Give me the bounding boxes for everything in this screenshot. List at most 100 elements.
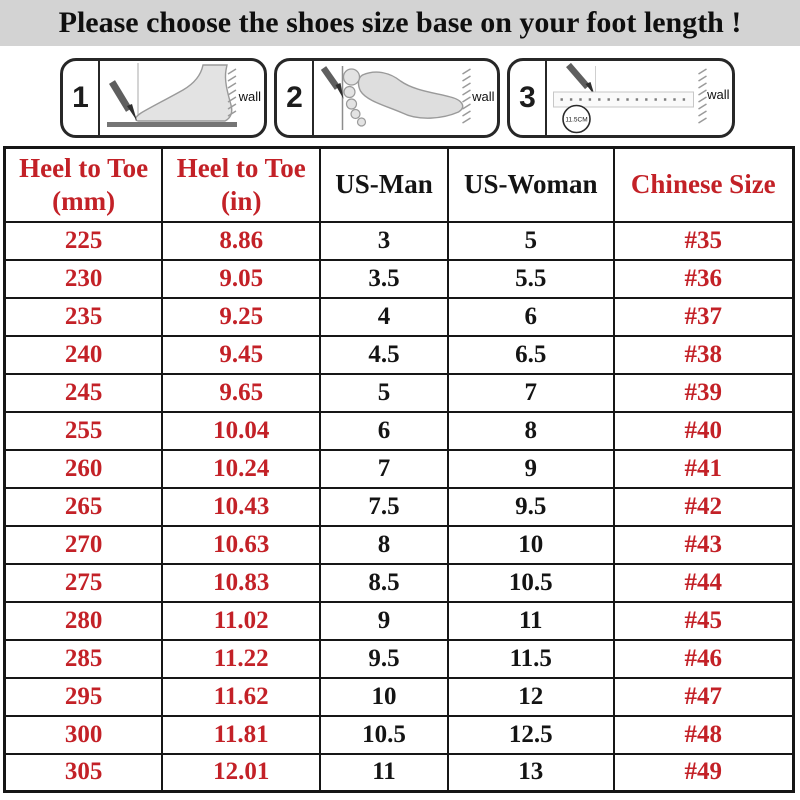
toe xyxy=(343,85,356,99)
header-chinese-size: Chinese Size xyxy=(612,146,795,223)
size-table-body: 225 8.86 3 5 #35 230 9.05 3.5 5.5 #36 235 9.25 4 6 #37… xyxy=(3,220,795,793)
cell-us_man: 3.5 xyxy=(319,258,449,299)
toe xyxy=(345,98,358,110)
header-heel-to-toe-mm: Heel to Toe (mm) xyxy=(3,146,164,223)
table-row: 230 9.05 3.5 5.5 #36 xyxy=(3,258,795,299)
header-label: Heel to Toe xyxy=(19,152,149,183)
cell-mm: 300 xyxy=(3,714,164,755)
cell-mm: 260 xyxy=(3,448,164,489)
pencil-icon xyxy=(566,62,590,90)
cell-us_man: 4.5 xyxy=(319,334,449,375)
cell-mm: 280 xyxy=(3,600,164,641)
ruler-icon: 11.5CM wall xyxy=(553,62,730,134)
wall-label: wall xyxy=(238,89,262,104)
footprint-icon: wall xyxy=(320,66,495,130)
wall-label: wall xyxy=(471,89,495,104)
toe xyxy=(350,108,361,120)
cell-cn: #43 xyxy=(612,524,795,565)
cell-us_man: 8 xyxy=(319,524,449,565)
toe xyxy=(356,117,367,127)
cell-mm: 230 xyxy=(3,258,164,299)
cell-us_woman: 11 xyxy=(446,600,615,641)
foot-silhouette xyxy=(134,64,233,122)
cell-us_woman: 9 xyxy=(446,448,615,489)
step-1-number: 1 xyxy=(63,61,100,135)
table-row: 260 10.24 7 9 #41 xyxy=(3,448,795,489)
header-us-woman: US-Woman xyxy=(446,146,615,223)
table-row: 245 9.65 5 7 #39 xyxy=(3,372,795,413)
cell-us_woman: 13 xyxy=(446,752,615,793)
floor-bar xyxy=(107,122,237,127)
cell-us_woman: 12 xyxy=(446,676,615,717)
header-row: Heel to Toe (mm) Heel to Toe (in) US-Man… xyxy=(3,146,795,223)
cell-cn: #36 xyxy=(612,258,795,299)
cell-mm: 305 xyxy=(3,752,164,793)
cell-us_woman: 6.5 xyxy=(446,334,615,375)
table-row: 275 10.83 8.5 10.5 #44 xyxy=(3,562,795,603)
cell-in: 10.63 xyxy=(161,524,322,565)
cell-us_man: 9.5 xyxy=(319,638,449,679)
header-label: Heel to Toe xyxy=(176,152,306,183)
foot-side-icon: wall xyxy=(107,63,262,127)
table-row: 255 10.04 6 8 #40 xyxy=(3,410,795,451)
cell-cn: #41 xyxy=(612,448,795,489)
cell-us_man: 8.5 xyxy=(319,562,449,603)
table-row: 285 11.22 9.5 11.5 #46 xyxy=(3,638,795,679)
cell-us_woman: 8 xyxy=(446,410,615,451)
cell-cn: #48 xyxy=(612,714,795,755)
cell-us_woman: 6 xyxy=(446,296,615,337)
cell-in: 11.81 xyxy=(161,714,322,755)
header-unit: (mm) xyxy=(52,185,116,216)
wall-label: wall xyxy=(706,87,730,102)
cell-in: 11.22 xyxy=(161,638,322,679)
cell-mm: 295 xyxy=(3,676,164,717)
header-unit: (in) xyxy=(220,185,262,216)
cell-mm: 265 xyxy=(3,486,164,527)
cell-in: 9.05 xyxy=(161,258,322,299)
measure-circle xyxy=(562,104,591,134)
header-label: Chinese Size xyxy=(630,169,776,200)
cell-mm: 275 xyxy=(3,562,164,603)
foot-sole xyxy=(357,71,464,119)
cell-cn: #49 xyxy=(612,752,795,793)
cell-us_man: 10.5 xyxy=(319,714,449,755)
step-1-illustration: wall xyxy=(100,61,264,135)
cell-cn: #37 xyxy=(612,296,795,337)
cell-mm: 235 xyxy=(3,296,164,337)
cell-us_woman: 5 xyxy=(446,220,615,261)
cell-cn: #46 xyxy=(612,638,795,679)
table-row: 265 10.43 7.5 9.5 #42 xyxy=(3,486,795,527)
cell-cn: #47 xyxy=(612,676,795,717)
cell-us_woman: 7 xyxy=(446,372,615,413)
cell-us_woman: 10.5 xyxy=(446,562,615,603)
step-2-number: 2 xyxy=(277,61,314,135)
measure-circle-label: 11.5CM xyxy=(565,117,587,124)
pencil-icon xyxy=(109,80,132,112)
cell-in: 8.86 xyxy=(161,220,322,261)
cell-us_man: 5 xyxy=(319,372,449,413)
table-row: 300 11.81 10.5 12.5 #48 xyxy=(3,714,795,755)
cell-us_man: 9 xyxy=(319,600,449,641)
size-table: Heel to Toe (mm) Heel to Toe (in) US-Man… xyxy=(3,146,795,793)
cell-in: 9.25 xyxy=(161,296,322,337)
step-2-panel: 2 wall xyxy=(274,58,500,138)
cell-us_man: 4 xyxy=(319,296,449,337)
step-1-panel: 1 wall xyxy=(60,58,267,138)
cell-in: 11.62 xyxy=(161,676,322,717)
cell-in: 11.02 xyxy=(161,600,322,641)
size-table-header: Heel to Toe (mm) Heel to Toe (in) US-Man… xyxy=(3,146,795,223)
cell-in: 9.65 xyxy=(161,372,322,413)
header-label: US-Woman xyxy=(463,169,598,200)
cell-us_woman: 12.5 xyxy=(446,714,615,755)
cell-cn: #38 xyxy=(612,334,795,375)
cell-us_man: 7.5 xyxy=(319,486,449,527)
cell-in: 10.43 xyxy=(161,486,322,527)
pencil-icon xyxy=(320,66,341,90)
measure-strip xyxy=(553,91,694,108)
cell-us_man: 7 xyxy=(319,448,449,489)
cell-in: 10.04 xyxy=(161,410,322,451)
cell-in: 10.83 xyxy=(161,562,322,603)
header-label: US-Man xyxy=(335,169,433,200)
cell-us_man: 11 xyxy=(319,752,449,793)
page-title: Please choose the shoes size base on you… xyxy=(0,0,800,46)
